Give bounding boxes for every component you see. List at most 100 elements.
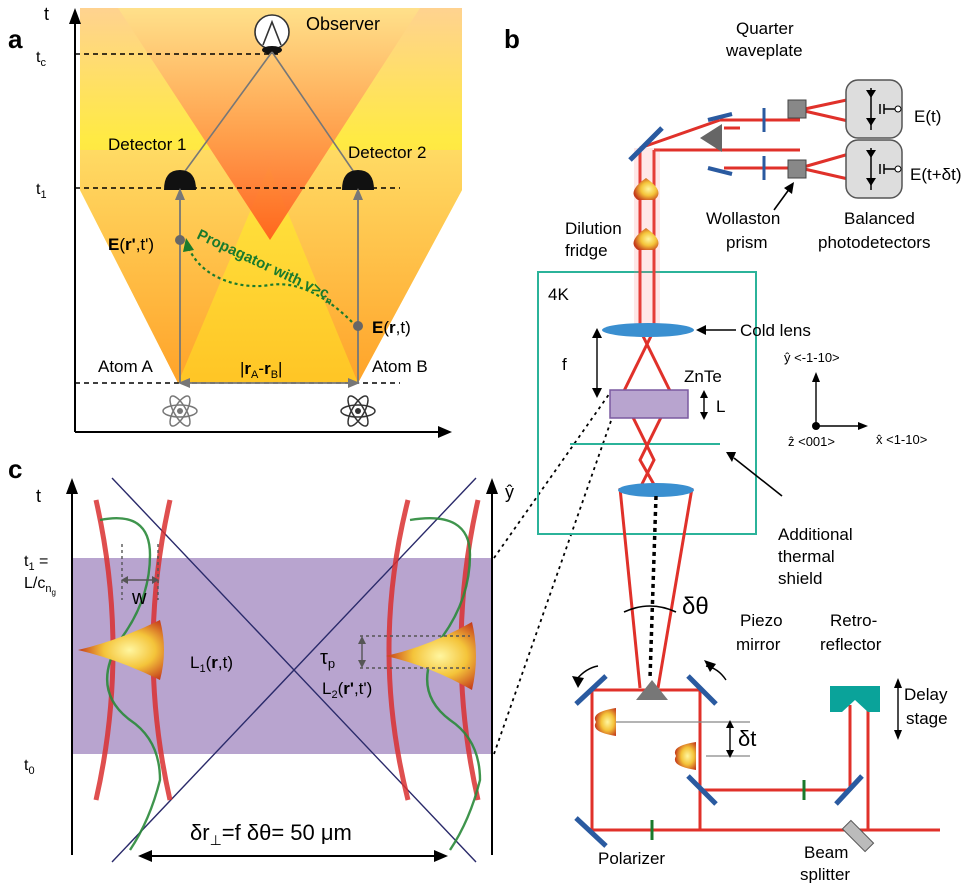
balanced-label-1: Balanced [844,209,915,228]
left-green-wave [99,517,162,851]
t1-label: t1 [36,181,47,201]
middle-mirror [686,774,718,806]
panel-b-letter: b [504,24,520,54]
field-point-rprime [175,235,185,245]
tau-arrow-down [358,660,366,668]
t0-label: t0 [24,757,35,777]
atom-b-icon [340,395,376,427]
cold-lens-icon [602,323,694,337]
left-pulse [78,620,164,680]
w-arrow-right [152,576,159,584]
dtheta-arc [623,605,677,613]
beam-splitter-icon [841,819,875,853]
w-arrow-left [121,576,128,584]
coord-y-arrow [812,372,820,382]
top-mirror-2 [707,112,733,122]
delay-arrow-up [894,678,902,688]
detector2-icon [342,170,374,190]
light-cone-atom-a [80,150,276,383]
x-axis-label: x̂ <1-10> [876,432,927,447]
detector1-to-observer-line [179,51,273,179]
dtheta-label: δθ [682,593,709,620]
f-label: f [562,355,567,374]
separation-arrow-right [348,378,360,388]
w-label: w [131,587,147,609]
atom-a-label: Atom A [98,357,153,376]
observer-eye-icon [254,14,290,54]
observer-past-cone [118,8,420,240]
e-t-label: E(t) [914,107,941,126]
top-left-mirror [628,126,664,162]
wollaston-prism-1 [787,99,807,119]
center-dashed-line [648,495,658,679]
dr-label: δr⊥=f δθ= 50 μm [190,820,352,848]
top-prism-icon [700,124,722,152]
atom-a-icon [162,395,198,427]
right-mirror [834,774,864,806]
znte-crystal [609,389,689,419]
panel-c-t-arrow [66,478,78,494]
top-mirror-3 [707,166,733,176]
panel-c-letter: c [8,454,22,484]
piezo-label-2: mirror [736,635,781,654]
panel-a: a t tc t1 Observer Det [8,4,462,438]
piezo-mirror-right [686,674,718,706]
wollaston-prism-2 [787,159,807,179]
zoom-line-top [493,389,613,559]
e-rprime-label: E(r',t') [108,235,154,254]
panel-b: b 4K [504,19,962,883]
L-arrow-up [700,390,708,398]
piezo-rotate-right-head [704,660,716,672]
f-arrow-up [592,328,602,338]
t1-eq-label-top: t1 = [24,553,48,573]
lower-lens-icon [618,483,694,497]
lower-prism-icon [636,680,668,700]
lower-pulse-2 [674,742,696,770]
photodetector-1-icon [845,79,903,139]
e-t-dt-label: E(t+δt) [910,165,962,184]
dilution-label-2: fridge [565,241,608,260]
shield-label-3: shield [778,569,822,588]
right-pulse [386,622,476,690]
znte-label: ZnTe [684,367,722,386]
separation-arrow-left [178,378,190,388]
panel-c: c t ŷ t1 = L/cng t0 w [8,389,613,863]
atom-b-label: Atom B [372,357,428,376]
t1-eq-label-bottom: L/cng [24,575,56,597]
detector2-to-observer-line [271,51,359,179]
light-cone-atom-b [262,150,462,383]
detector1-icon [164,170,196,190]
panel-a-letter: a [8,24,23,54]
panel-c-t-label: t [36,486,41,506]
shield-label-2: thermal [778,547,835,566]
L1-label: L1(r,t) [190,653,233,675]
tau-arrow-up [358,636,366,644]
piezo-mirror-left [574,674,608,706]
detector2-label: Detector 2 [348,143,426,162]
z-axis-label: ẑ <001> [788,434,835,449]
y-axis-label: ŷ <-1-10> [784,350,840,365]
piezo-label-1: Piezo [740,611,783,630]
delay-arrow-down [894,730,902,740]
atom-a-worldline-arrow [175,188,185,200]
retro-label-2: reflector [820,635,882,654]
four-k-label: 4K [548,285,569,304]
dr-arrow-left [138,850,152,862]
lower-pulse-1 [594,708,616,736]
observer-label: Observer [306,14,380,34]
L-arrow-down [700,412,708,420]
detector1-label: Detector 1 [108,135,186,154]
right-beam-edge-1 [386,499,411,801]
wollaston-label-1: Wollaston [706,209,780,228]
cold-lens-pointer-head [696,325,706,335]
shield-label-1: Additional [778,525,853,544]
right-green-wave [409,517,482,851]
separation-label: |rA-rB| [240,359,282,381]
propagator-path [186,245,353,323]
retroreflector-icon [830,686,880,712]
piezo-rotate-left-head [572,676,584,688]
L-label: L [716,397,725,416]
bottom-left-mirror [574,816,608,848]
f-arrow-down [592,388,602,398]
